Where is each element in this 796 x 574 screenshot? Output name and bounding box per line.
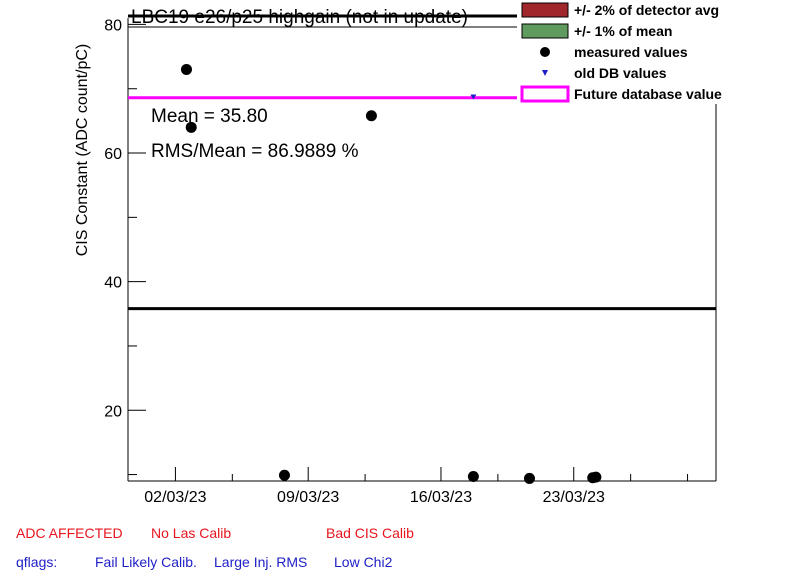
legend-label-future-database-value: Future database value (574, 86, 722, 102)
legend-swatch-old-db-values (542, 70, 548, 76)
qflag-low-chi2: Low Chi2 (334, 554, 393, 570)
mean-annotation: Mean = 35.80 (151, 106, 268, 127)
legend-swatch-2-of-detector-avg (521, 2, 569, 18)
measured-point (523, 472, 535, 484)
legend-label-old-db-values: old DB values (574, 65, 667, 81)
flag-no-las-calib: No Las Calib (151, 525, 232, 541)
x-tick-label: 23/03/23 (543, 489, 605, 506)
measured-point (180, 63, 192, 75)
x-tick-label: 16/03/23 (410, 489, 472, 506)
measured-point (590, 471, 602, 483)
legend-label-1-of-mean: +/- 1% of mean (574, 23, 672, 39)
measured-point (185, 121, 197, 133)
legend-swatch-1-of-mean (521, 23, 569, 39)
legend-label-measured-values: measured values (574, 44, 688, 60)
data-markers (180, 63, 602, 484)
reference-lines (128, 96, 716, 311)
legend-swatch-measured-values (540, 47, 550, 57)
measured-point (467, 470, 479, 482)
legend-swatch-future-database-value (520, 85, 570, 103)
y-tick-label: 20 (104, 403, 122, 420)
chart-title-group: LBC19 e26/p25 highgain (not in update) (128, 7, 518, 28)
measured-point (278, 469, 290, 481)
measured-point (365, 110, 377, 122)
qflag-fail-likely-calib: Fail Likely Calib. (95, 554, 197, 570)
qflags-label: qflags: (16, 554, 58, 570)
rms-annotation: RMS/Mean = 86.9889 % (151, 141, 359, 162)
y-tick-label: 40 (104, 275, 122, 292)
y-tick-label: 60 (104, 146, 122, 163)
old-db-point (470, 94, 477, 100)
legend: +/- 2% of detector avg +/- 1% of mean meas… (517, 0, 796, 104)
legend-label-2-of-detector-avg: +/- 2% of detector avg (574, 2, 719, 18)
axes: 20 40 60 80 02/03/23 09/03/23 16/03/23 23/03/23 (104, 17, 689, 506)
x-tick-label: 09/03/23 (277, 489, 339, 506)
x-tick-label: 02/03/23 (144, 489, 206, 506)
y-tick-label: 80 (104, 17, 122, 34)
qflag-large-inj-rms: Large Inj. RMS (214, 554, 308, 570)
y-axis-label: CIS Constant (ADC count/pC) (74, 44, 91, 257)
flag-adc-affected: ADC AFFECTED (16, 525, 123, 541)
flag-bad-cis-calib: Bad CIS Calib (326, 525, 414, 541)
